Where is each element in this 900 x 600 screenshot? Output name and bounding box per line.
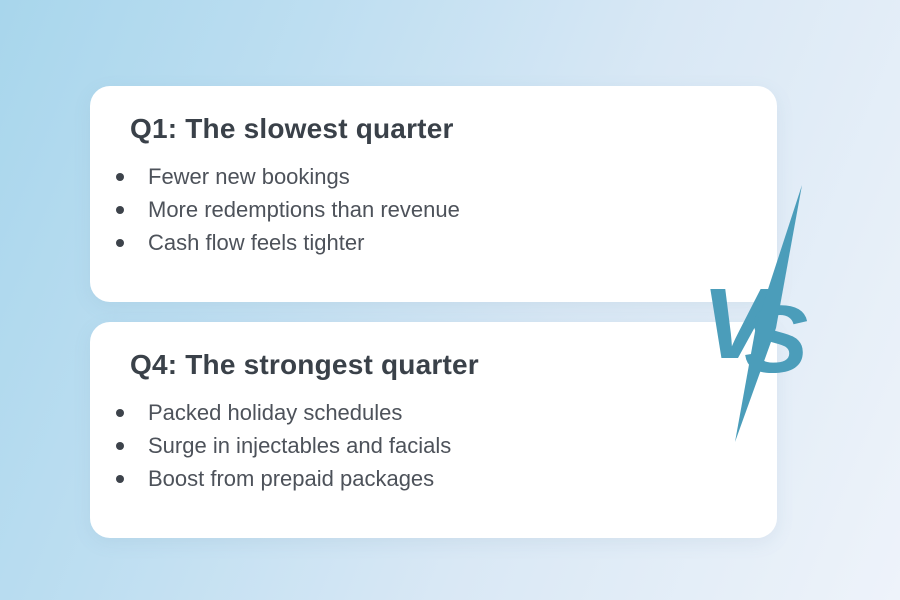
vs-graphic: V S [698,168,830,460]
lightning-slash-icon [735,185,802,442]
bullet-item: Boost from prepaid packages [116,462,777,495]
bullet-item: More redemptions than revenue [116,193,777,226]
q1-card: Q1: The slowest quarter Fewer new bookin… [90,86,777,302]
q4-card: Q4: The strongest quarter Packed holiday… [90,322,777,538]
q1-card-title: Q1: The slowest quarter [130,113,454,144]
q4-card-title: Q4: The strongest quarter [130,349,479,380]
q4-bullet-list: Packed holiday schedules Surge in inject… [90,396,777,495]
q1-bullet-list: Fewer new bookings More redemptions than… [90,160,777,259]
vs-graphic-svg: V S [702,185,808,442]
bullet-item: Fewer new bookings [116,160,777,193]
bullet-item: Packed holiday schedules [116,396,777,429]
bullet-item: Cash flow feels tighter [116,226,777,259]
bullet-item: Surge in injectables and facials [116,429,777,462]
